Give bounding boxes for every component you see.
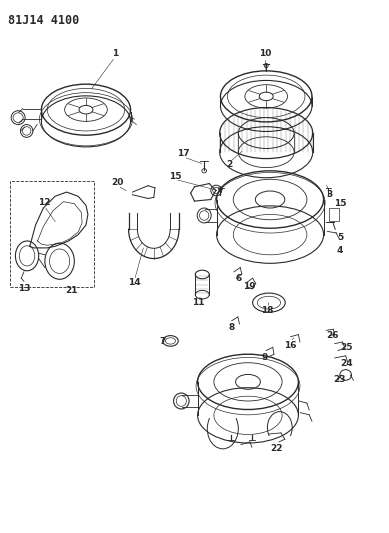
Text: 81J14 4100: 81J14 4100 [9, 14, 80, 27]
Text: 5: 5 [337, 233, 343, 242]
Text: 15: 15 [169, 172, 181, 181]
Text: 24: 24 [340, 359, 353, 368]
Text: 14: 14 [128, 278, 141, 287]
Text: 4: 4 [337, 246, 343, 255]
Text: 19: 19 [243, 282, 256, 291]
Text: 22: 22 [270, 444, 283, 453]
Text: 10: 10 [259, 50, 271, 58]
Text: 9: 9 [262, 353, 268, 362]
Text: 1: 1 [112, 50, 118, 58]
Text: 17: 17 [177, 149, 190, 158]
Text: 21: 21 [65, 286, 77, 295]
Text: 20: 20 [112, 178, 124, 187]
Text: 7: 7 [159, 337, 166, 346]
Text: 12: 12 [38, 198, 50, 207]
Text: 13: 13 [18, 284, 31, 293]
Text: 16: 16 [284, 341, 297, 350]
Text: 23: 23 [334, 375, 346, 384]
Text: 25: 25 [340, 343, 353, 352]
Text: 8: 8 [229, 323, 235, 332]
Text: 15: 15 [334, 199, 346, 208]
Text: 11: 11 [192, 298, 205, 307]
Text: 2: 2 [226, 160, 233, 169]
Text: 3: 3 [326, 190, 333, 199]
Text: 6: 6 [236, 273, 242, 282]
Text: 26: 26 [326, 331, 338, 340]
Bar [329, 208, 339, 221]
Bar [11, 181, 94, 287]
Text: 18: 18 [261, 305, 273, 314]
